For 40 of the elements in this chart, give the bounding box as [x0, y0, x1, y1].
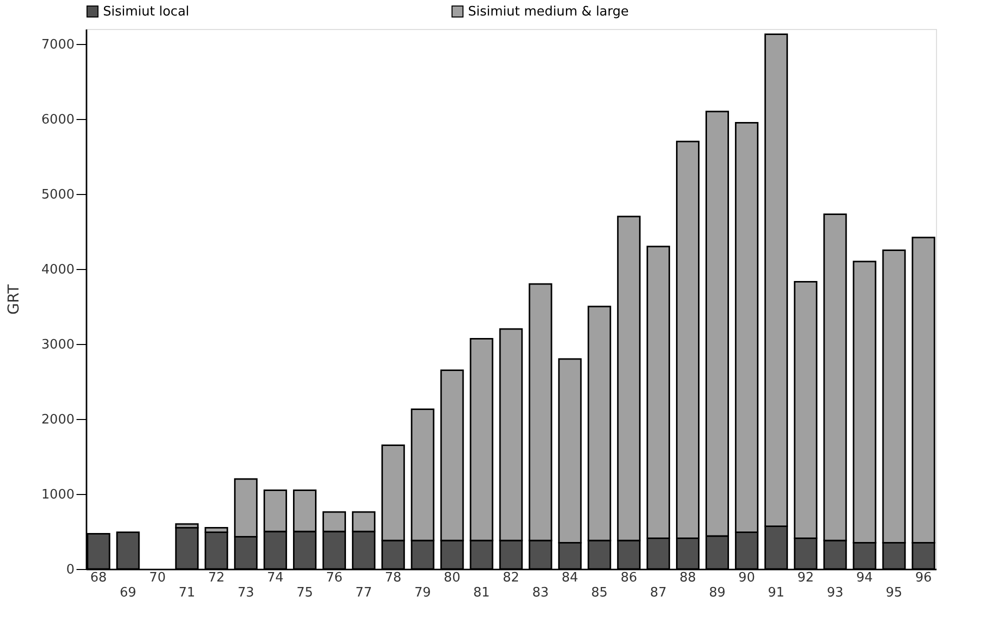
x-tick-label: 74	[267, 570, 284, 586]
x-tick-label: 75	[296, 586, 314, 600]
x-tick-label: 96	[915, 570, 932, 586]
x-tick-label: 71	[178, 586, 196, 600]
x-tick-label: 76	[326, 570, 342, 586]
x-tick-label: 83	[532, 586, 549, 600]
x-tick-label: 80	[444, 570, 460, 586]
x-tick-label: 88	[680, 570, 696, 586]
x-tick-label: 72	[208, 570, 225, 586]
y-tick-label: 7000	[41, 38, 74, 52]
x-tick-label: 86	[620, 570, 638, 586]
x-tick-label: 70	[149, 570, 166, 586]
x-tick-label: 87	[650, 586, 667, 600]
x-tick-label: 84	[562, 570, 578, 586]
y-axis-title: GRT	[4, 284, 22, 315]
x-tick-label: 69	[120, 586, 136, 600]
x-tick-label: 81	[473, 586, 490, 600]
x-tick-label: 94	[856, 570, 873, 586]
y-tick-label: 6000	[41, 112, 74, 128]
x-tick-label: 93	[826, 586, 844, 600]
y-tick-label: 5000	[41, 188, 74, 202]
x-tick-label: 89	[708, 586, 726, 600]
x-tick-label: 77	[355, 586, 372, 600]
y-tick-label: 2000	[41, 412, 74, 428]
x-tick-label: 78	[384, 570, 402, 586]
y-tick-label: 1000	[41, 488, 74, 502]
y-tick-label: 4000	[41, 262, 74, 278]
x-tick-label: 73	[238, 586, 254, 600]
x-tick-label: 91	[768, 586, 784, 600]
x-tick-label: 92	[797, 570, 814, 586]
x-tick-label: 85	[591, 586, 608, 600]
legend-label: Sisimiut medium & large	[468, 4, 629, 20]
x-tick-label: 90	[738, 570, 755, 586]
y-tick-label: 0	[66, 562, 74, 578]
x-tick-label: 95	[886, 586, 902, 600]
legend-label: Sisimiut local	[103, 4, 190, 20]
x-tick-label: 82	[502, 570, 520, 586]
x-tick-label: 79	[414, 586, 431, 600]
x-tick-label: 68	[90, 570, 107, 586]
y-tick-label: 3000	[41, 338, 74, 352]
